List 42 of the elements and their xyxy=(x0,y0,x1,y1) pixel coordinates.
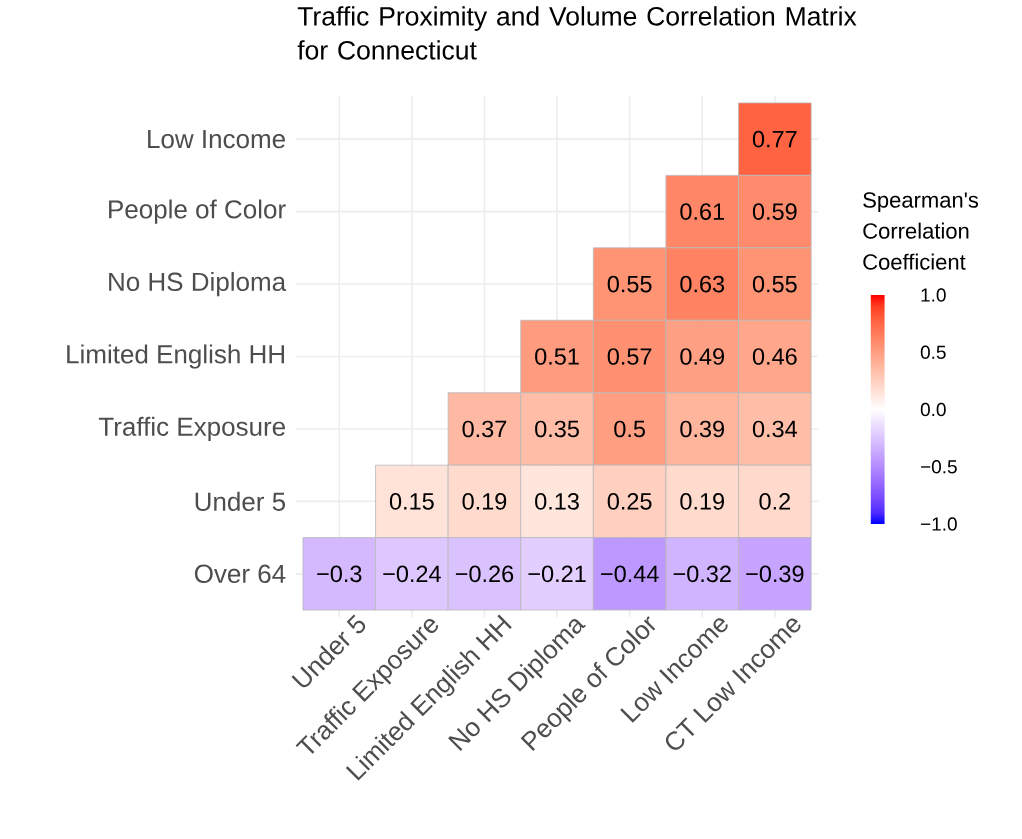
color-bar-title: Spearman's Correlation Coefficient xyxy=(863,192,979,270)
data-label: 0.19 xyxy=(462,493,507,510)
data-label: −0.39 xyxy=(746,565,804,583)
y-tick-label: Low Income xyxy=(148,130,285,149)
data-label: 0.55 xyxy=(607,275,652,293)
color-bar-label: −0.5 xyxy=(921,460,957,474)
data-label: −0.26 xyxy=(455,565,514,583)
data-label: 0.55 xyxy=(752,275,797,293)
y-tick-label: Under 5 xyxy=(195,491,286,511)
data-label: 0.77 xyxy=(752,130,797,148)
data-label: −0.21 xyxy=(528,565,586,583)
data-label: 0.35 xyxy=(535,420,579,438)
data-label: −0.44 xyxy=(601,565,659,583)
data-label: 0.49 xyxy=(680,348,724,365)
data-label: −0.3 xyxy=(317,565,362,583)
color-bar-label: −1.0 xyxy=(921,517,957,531)
data-label: 0.5 xyxy=(614,420,645,438)
color-bar-label: 0.0 xyxy=(920,402,946,417)
data-label: 0.57 xyxy=(607,348,652,365)
data-label: −0.32 xyxy=(673,565,731,583)
data-label: 0.63 xyxy=(680,275,725,293)
color-bar-label: 1.0 xyxy=(921,288,946,302)
data-label: 0.13 xyxy=(535,493,579,510)
data-label: 0.15 xyxy=(389,493,434,510)
data-label: 0.34 xyxy=(752,420,798,438)
y-tick-label: People of Color xyxy=(109,199,286,224)
y-tick-label: Limited English HH xyxy=(67,344,284,369)
y-tick-label: Over 64 xyxy=(194,564,286,584)
data-label: −0.24 xyxy=(383,565,441,583)
data-label: 0.2 xyxy=(759,493,790,510)
y-tick-label: No HS Diploma xyxy=(109,271,287,297)
data-label: 0.59 xyxy=(752,203,797,220)
data-label: 0.37 xyxy=(462,420,507,438)
y-tick-label: Traffic Exposure xyxy=(98,416,285,442)
color-bar-label: 0.5 xyxy=(920,345,946,359)
data-label: 0.25 xyxy=(607,493,652,510)
data-label: 0.46 xyxy=(752,348,797,365)
data-label: 0.19 xyxy=(680,493,724,510)
data-label: 0.39 xyxy=(680,420,724,438)
data-label: 0.61 xyxy=(680,203,724,220)
data-label: 0.51 xyxy=(535,348,579,365)
chart-title: Traffic Proximity and Volume Correlation Matrix for Connecticut xyxy=(297,6,857,60)
